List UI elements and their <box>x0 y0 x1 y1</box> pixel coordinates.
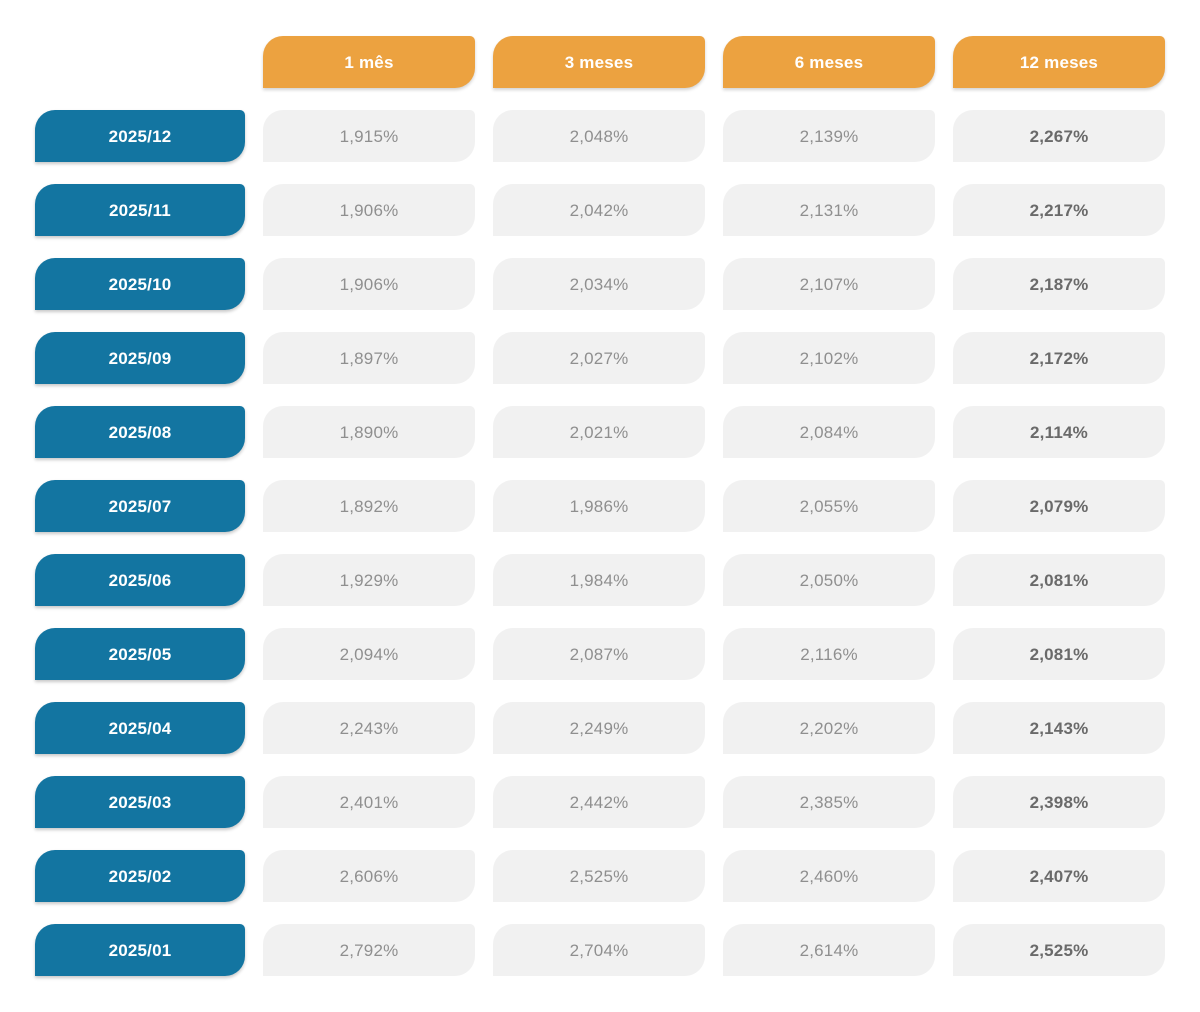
row-label-2025-08: 2025/08 <box>35 406 245 458</box>
value-cell: 2,407% <box>953 850 1165 902</box>
value-cell: 2,050% <box>723 554 935 606</box>
value-cell: 2,042% <box>493 184 705 236</box>
row-label-2025-11: 2025/11 <box>35 184 245 236</box>
row-label-2025-01: 2025/01 <box>35 924 245 976</box>
value-cell: 2,704% <box>493 924 705 976</box>
value-cell: 2,792% <box>263 924 475 976</box>
value-cell: 2,139% <box>723 110 935 162</box>
value-cell: 2,187% <box>953 258 1165 310</box>
value-cell: 2,460% <box>723 850 935 902</box>
column-header-1-mes: 1 mês <box>263 36 475 88</box>
value-cell: 2,398% <box>953 776 1165 828</box>
value-cell: 1,915% <box>263 110 475 162</box>
row-label-2025-04: 2025/04 <box>35 702 245 754</box>
value-cell: 1,929% <box>263 554 475 606</box>
value-cell: 2,048% <box>493 110 705 162</box>
value-cell: 1,986% <box>493 480 705 532</box>
value-cell: 2,385% <box>723 776 935 828</box>
value-cell: 2,606% <box>263 850 475 902</box>
value-cell: 2,143% <box>953 702 1165 754</box>
value-cell: 2,614% <box>723 924 935 976</box>
value-cell: 2,243% <box>263 702 475 754</box>
value-cell: 2,249% <box>493 702 705 754</box>
value-cell: 1,906% <box>263 184 475 236</box>
row-label-2025-05: 2025/05 <box>35 628 245 680</box>
column-header-12-meses: 12 meses <box>953 36 1165 88</box>
value-cell: 1,906% <box>263 258 475 310</box>
row-label-2025-03: 2025/03 <box>35 776 245 828</box>
column-header-6-meses: 6 meses <box>723 36 935 88</box>
value-cell: 2,525% <box>953 924 1165 976</box>
value-cell: 2,172% <box>953 332 1165 384</box>
value-cell: 2,401% <box>263 776 475 828</box>
row-label-2025-09: 2025/09 <box>35 332 245 384</box>
value-cell: 2,081% <box>953 628 1165 680</box>
value-cell: 2,027% <box>493 332 705 384</box>
row-label-2025-02: 2025/02 <box>35 850 245 902</box>
value-cell: 2,055% <box>723 480 935 532</box>
value-cell: 2,202% <box>723 702 935 754</box>
corner-spacer <box>35 36 245 88</box>
value-cell: 2,442% <box>493 776 705 828</box>
row-label-2025-06: 2025/06 <box>35 554 245 606</box>
value-cell: 2,107% <box>723 258 935 310</box>
value-cell: 2,131% <box>723 184 935 236</box>
value-cell: 2,034% <box>493 258 705 310</box>
value-cell: 2,217% <box>953 184 1165 236</box>
row-label-2025-12: 2025/12 <box>35 110 245 162</box>
value-cell: 2,021% <box>493 406 705 458</box>
value-cell: 2,087% <box>493 628 705 680</box>
row-label-2025-10: 2025/10 <box>35 258 245 310</box>
value-cell: 2,267% <box>953 110 1165 162</box>
value-cell: 1,897% <box>263 332 475 384</box>
value-cell: 2,525% <box>493 850 705 902</box>
column-header-3-meses: 3 meses <box>493 36 705 88</box>
value-cell: 1,984% <box>493 554 705 606</box>
row-label-2025-07: 2025/07 <box>35 480 245 532</box>
value-cell: 2,081% <box>953 554 1165 606</box>
value-cell: 2,116% <box>723 628 935 680</box>
value-cell: 2,084% <box>723 406 935 458</box>
value-cell: 1,892% <box>263 480 475 532</box>
value-cell: 2,094% <box>263 628 475 680</box>
value-cell: 2,102% <box>723 332 935 384</box>
value-cell: 2,114% <box>953 406 1165 458</box>
value-cell: 2,079% <box>953 480 1165 532</box>
value-cell: 1,890% <box>263 406 475 458</box>
rates-table: 1 mês 3 meses 6 meses 12 meses 2025/12 1… <box>35 36 1165 976</box>
